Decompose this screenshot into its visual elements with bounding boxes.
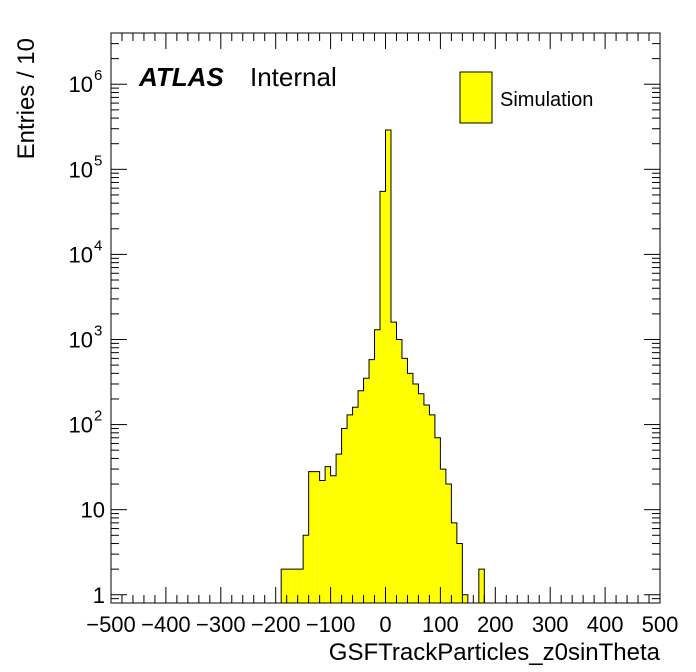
- histogram-bar: [369, 359, 375, 603]
- x-tick-label: 200: [477, 612, 514, 637]
- histogram-bar: [325, 466, 331, 603]
- histogram-bar: [336, 454, 342, 603]
- histogram-bar: [451, 522, 457, 603]
- histogram-bar: [380, 191, 386, 603]
- histogram-bar: [462, 594, 468, 603]
- x-tick-labels: −500 −400 −300 −200 −100 0 100 200 300 400 500: [86, 612, 678, 637]
- x-tick-label: 400: [587, 612, 624, 637]
- y-tick-label-exponent: 5: [94, 152, 102, 169]
- histogram-bar: [412, 383, 419, 603]
- histogram-bar: [434, 437, 441, 603]
- y-tick-label-base: 10: [69, 327, 93, 352]
- x-tick-label: 0: [379, 612, 391, 637]
- axis-ticks: [110, 32, 661, 603]
- y-tick-label: 1: [93, 583, 105, 608]
- histogram-bar: [347, 414, 353, 603]
- histogram-bar: [341, 428, 348, 603]
- histogram-bar: [352, 407, 359, 603]
- atlas-label: ATLAS: [138, 62, 224, 92]
- histogram-bar: [363, 378, 370, 603]
- x-tick-label: −500: [86, 612, 136, 637]
- histogram-bar: [429, 414, 435, 603]
- histogram-bar: [297, 569, 304, 603]
- histogram-bar: [401, 358, 408, 603]
- x-axis-title: GSFTrackParticles_z0sinTheta: [329, 639, 661, 666]
- histogram-bar: [281, 569, 287, 603]
- x-tick-label: −200: [251, 612, 301, 637]
- histogram-bars: [280, 129, 485, 603]
- internal-label: Internal: [250, 62, 337, 92]
- histogram-bar: [396, 339, 402, 603]
- x-tick-label: 500: [642, 612, 679, 637]
- y-tick-label-exponent: 2: [94, 408, 102, 425]
- histogram-bar: [478, 569, 485, 603]
- histogram-bar: [303, 535, 309, 603]
- x-tick-label: −400: [141, 612, 191, 637]
- histogram-bar: [423, 404, 430, 603]
- x-tick-label: 300: [532, 612, 569, 637]
- y-tick-label-exponent: 4: [94, 237, 102, 254]
- histogram-bar: [407, 373, 413, 603]
- y-tick-label-exponent: 3: [94, 322, 102, 339]
- y-tick-label-exponent: 6: [94, 67, 102, 84]
- y-tick-label-base: 10: [69, 157, 93, 182]
- histogram-bar: [390, 322, 397, 603]
- histogram-bar: [330, 475, 337, 603]
- legend-swatch-simulation: [459, 71, 493, 124]
- histogram-bar: [374, 329, 381, 603]
- histogram-bar: [385, 129, 391, 603]
- histogram-bar: [292, 569, 298, 603]
- histogram-bar: [440, 469, 446, 603]
- histogram-outline: [280, 129, 485, 603]
- x-tick-label: 100: [422, 612, 459, 637]
- y-tick-label-base: 10: [69, 413, 93, 438]
- legend-label-simulation: Simulation: [500, 89, 593, 111]
- y-tick-label-base: 10: [69, 242, 93, 267]
- histogram-bar: [358, 390, 364, 603]
- histogram-bar: [314, 471, 320, 603]
- y-tick-label-base: 10: [69, 72, 93, 97]
- x-tick-label: −100: [306, 612, 356, 637]
- histogram-bar: [445, 484, 452, 603]
- histogram-bar: [319, 480, 326, 603]
- histogram-bar: [456, 543, 463, 603]
- y-tick-label: 10: [81, 498, 105, 523]
- histogram-bar: [286, 569, 293, 603]
- y-axis-title: Entries / 10: [13, 38, 40, 159]
- histogram-bar: [418, 393, 424, 603]
- histogram-bar: [308, 471, 315, 603]
- x-tick-label: −300: [196, 612, 246, 637]
